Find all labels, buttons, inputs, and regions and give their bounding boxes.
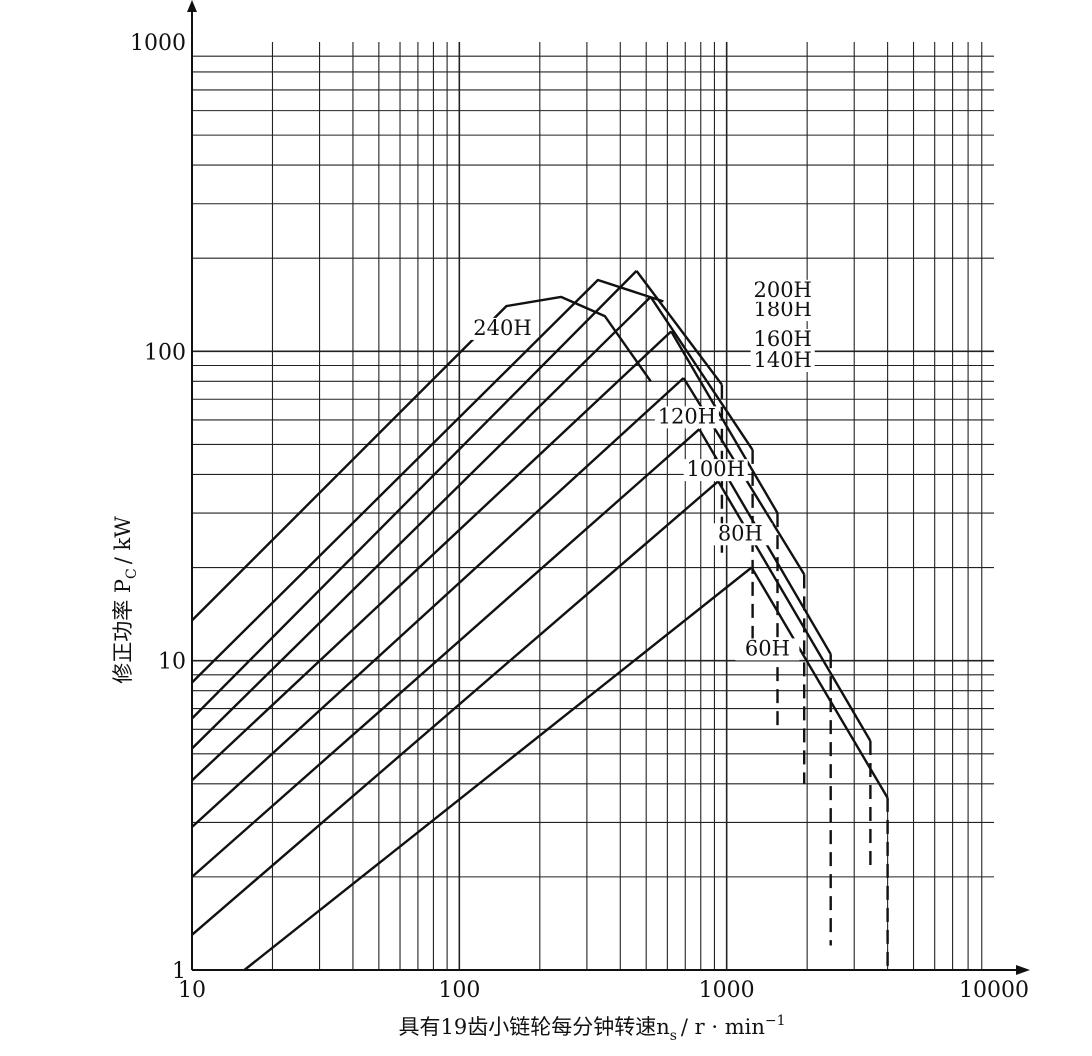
series-180h-rising-line: [191, 270, 638, 720]
series-140h-falling-line: [670, 330, 779, 514]
series-140h-rising-line: [191, 330, 673, 782]
series-180h-falling-line: [635, 270, 723, 386]
series-100h-label: 100H: [687, 457, 745, 481]
series-160h-falling-line: [649, 296, 754, 451]
series-240h-label: 240H: [473, 316, 531, 340]
series-160h-label: 160H: [753, 327, 811, 351]
y-tick-label: 100: [144, 340, 186, 365]
series-240h-label-bg: [470, 317, 535, 340]
x-tick-label: 10: [178, 978, 206, 1003]
series-140h-label: 140H: [753, 348, 811, 372]
series-160h-rising-line: [191, 296, 652, 750]
chart-axes: [187, 0, 1030, 975]
x-tick-label: 10000: [959, 978, 1029, 1003]
y-tick-label: 1000: [130, 31, 186, 56]
x-tick-label: 1000: [699, 978, 755, 1003]
y-axis-arrow: [187, 0, 197, 12]
series-120h-label-bg: [654, 406, 719, 429]
series-60h-rising-line: [243, 566, 753, 971]
series-140h-label-bg: [750, 349, 815, 372]
series-60h-label-bg: [735, 638, 800, 661]
series-60h-falling-line: [750, 566, 889, 799]
series-200h-label: 200H: [753, 278, 811, 302]
series-180h-label-bg: [750, 299, 815, 322]
x-axis-arrow: [1016, 965, 1030, 975]
series-200h-rising-line: [191, 278, 664, 684]
x-tick-label: 100: [438, 978, 480, 1003]
series-120h-label: 120H: [658, 404, 716, 428]
y-tick-label: 10: [158, 650, 186, 675]
series-80h-label-bg: [708, 523, 773, 546]
y-tick-label: 1: [172, 959, 186, 984]
series-60h-label: 60H: [745, 636, 790, 660]
y-axis-title: 修正功率 PC/ kW: [111, 516, 140, 684]
series-80h-label: 80H: [718, 521, 763, 545]
series-100h-rising-line: [191, 428, 701, 878]
chart-grid: [192, 42, 994, 970]
x-axis-title: 具有19齿小链轮每分钟转速ns / r · min−1: [398, 1013, 785, 1044]
series-240h-rising-line: [191, 295, 652, 622]
series-100h-label-bg: [683, 459, 748, 482]
series-200h-label-bg: [750, 279, 815, 302]
series-80h-falling-line: [717, 480, 872, 742]
series-160h-label-bg: [750, 329, 815, 352]
series-120h-rising-line: [191, 377, 685, 828]
series-80h-rising-line: [191, 480, 719, 936]
